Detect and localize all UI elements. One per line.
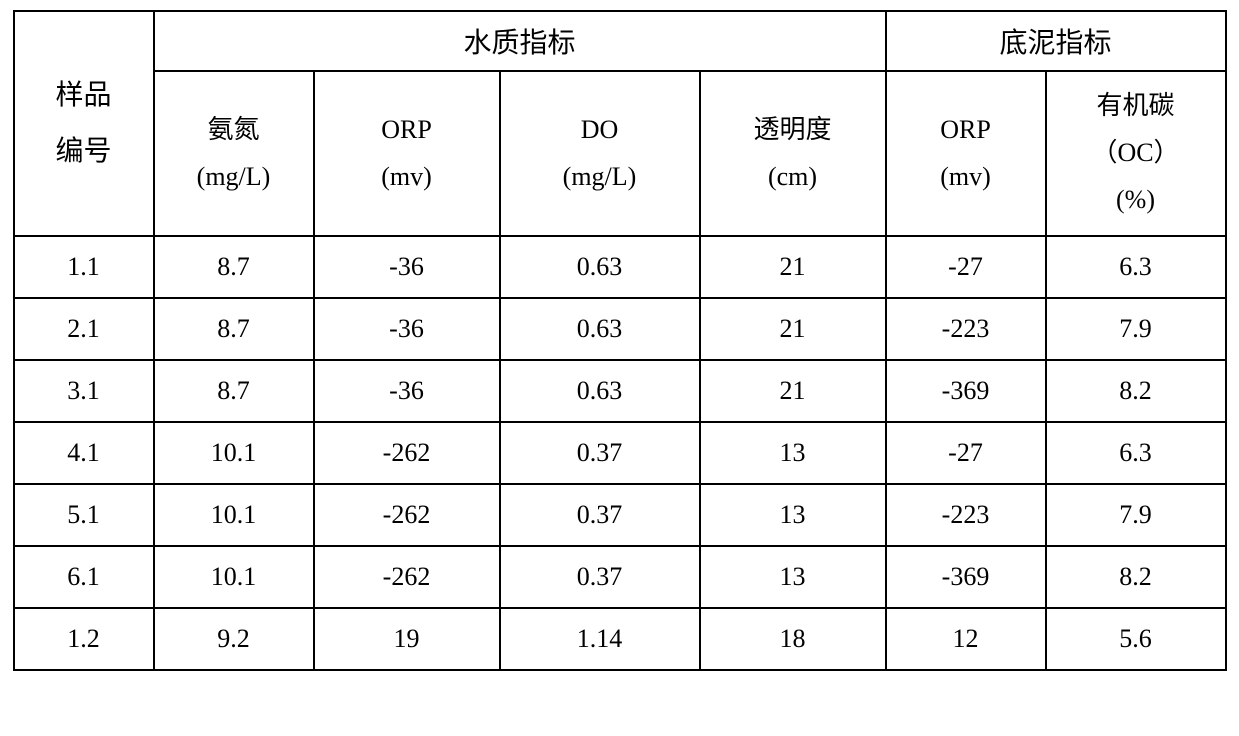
cell-orp-sediment: -369 xyxy=(886,360,1046,422)
col-header-oc: 有机碳 （OC） (%) xyxy=(1046,71,1226,236)
cell-nh3: 10.1 xyxy=(154,422,314,484)
nh3-unit: (mg/L) xyxy=(197,162,271,191)
orp-water-label: ORP xyxy=(381,115,432,144)
table-body: 1.18.7-360.6321-276.32.18.7-360.6321-223… xyxy=(14,236,1226,670)
cell-nh3: 8.7 xyxy=(154,236,314,298)
do-unit: (mg/L) xyxy=(563,162,637,191)
orp-sediment-label: ORP xyxy=(940,115,991,144)
cell-orp-water: -262 xyxy=(314,546,500,608)
cell-oc: 6.3 xyxy=(1046,236,1226,298)
col-group-sediment: 底泥指标 xyxy=(886,11,1226,71)
cell-nh3: 8.7 xyxy=(154,360,314,422)
cell-transparency: 13 xyxy=(700,422,886,484)
cell-nh3: 10.1 xyxy=(154,484,314,546)
cell-do: 1.14 xyxy=(500,608,700,670)
cell-orp-sediment: -369 xyxy=(886,546,1046,608)
col-header-sample-id: 样品 编号 xyxy=(14,11,154,236)
cell-nh3: 9.2 xyxy=(154,608,314,670)
col-header-orp-water: ORP (mv) xyxy=(314,71,500,236)
cell-oc: 6.3 xyxy=(1046,422,1226,484)
cell-orp-sediment: -223 xyxy=(886,298,1046,360)
cell-oc: 8.2 xyxy=(1046,360,1226,422)
col-group-water: 水质指标 xyxy=(154,11,886,71)
cell-transparency: 18 xyxy=(700,608,886,670)
cell-sample-id: 1.2 xyxy=(14,608,154,670)
cell-oc: 7.9 xyxy=(1046,298,1226,360)
oc-sublabel: （OC） xyxy=(1091,138,1179,167)
cell-orp-sediment: 12 xyxy=(886,608,1046,670)
col-header-orp-sediment: ORP (mv) xyxy=(886,71,1046,236)
cell-transparency: 21 xyxy=(700,236,886,298)
cell-transparency: 13 xyxy=(700,484,886,546)
cell-orp-sediment: -27 xyxy=(886,236,1046,298)
cell-orp-water: -262 xyxy=(314,484,500,546)
cell-orp-sediment: -223 xyxy=(886,484,1046,546)
cell-sample-id: 2.1 xyxy=(14,298,154,360)
cell-do: 0.63 xyxy=(500,298,700,360)
orp-water-unit: (mv) xyxy=(381,162,432,191)
cell-do: 0.63 xyxy=(500,236,700,298)
header-column-row: 氨氮 (mg/L) ORP (mv) DO (mg/L) 透明度 (cm) OR… xyxy=(14,71,1226,236)
table-row: 1.29.2191.1418125.6 xyxy=(14,608,1226,670)
orp-sediment-unit: (mv) xyxy=(940,162,991,191)
cell-nh3: 10.1 xyxy=(154,546,314,608)
cell-sample-id: 3.1 xyxy=(14,360,154,422)
cell-oc: 5.6 xyxy=(1046,608,1226,670)
cell-do: 0.37 xyxy=(500,484,700,546)
cell-sample-id: 5.1 xyxy=(14,484,154,546)
col-header-nh3: 氨氮 (mg/L) xyxy=(154,71,314,236)
cell-sample-id: 4.1 xyxy=(14,422,154,484)
header-group-row: 样品 编号 水质指标 底泥指标 xyxy=(14,11,1226,71)
oc-unit: (%) xyxy=(1116,185,1155,214)
cell-do: 0.63 xyxy=(500,360,700,422)
cell-sample-id: 1.1 xyxy=(14,236,154,298)
sample-id-label-1: 样品 xyxy=(55,80,111,111)
cell-sample-id: 6.1 xyxy=(14,546,154,608)
table-row: 2.18.7-360.6321-2237.9 xyxy=(14,298,1226,360)
table-row: 6.110.1-2620.3713-3698.2 xyxy=(14,546,1226,608)
table-row: 4.110.1-2620.3713-276.3 xyxy=(14,422,1226,484)
col-header-do: DO (mg/L) xyxy=(500,71,700,236)
cell-orp-water: 19 xyxy=(314,608,500,670)
table-row: 5.110.1-2620.3713-2237.9 xyxy=(14,484,1226,546)
data-table: 样品 编号 水质指标 底泥指标 氨氮 (mg/L) ORP (mv) DO (m… xyxy=(13,10,1227,671)
cell-orp-sediment: -27 xyxy=(886,422,1046,484)
cell-orp-water: -36 xyxy=(314,236,500,298)
cell-do: 0.37 xyxy=(500,546,700,608)
cell-transparency: 21 xyxy=(700,360,886,422)
cell-oc: 8.2 xyxy=(1046,546,1226,608)
cell-do: 0.37 xyxy=(500,422,700,484)
nh3-label: 氨氮 xyxy=(207,115,259,144)
table-row: 1.18.7-360.6321-276.3 xyxy=(14,236,1226,298)
cell-orp-water: -36 xyxy=(314,298,500,360)
sample-id-label-2: 编号 xyxy=(55,136,111,167)
transparency-unit: (cm) xyxy=(768,162,817,191)
do-label: DO xyxy=(581,115,619,144)
cell-oc: 7.9 xyxy=(1046,484,1226,546)
table-row: 3.18.7-360.6321-3698.2 xyxy=(14,360,1226,422)
cell-orp-water: -262 xyxy=(314,422,500,484)
cell-orp-water: -36 xyxy=(314,360,500,422)
transparency-label: 透明度 xyxy=(753,115,831,144)
cell-transparency: 21 xyxy=(700,298,886,360)
cell-nh3: 8.7 xyxy=(154,298,314,360)
cell-transparency: 13 xyxy=(700,546,886,608)
col-header-transparency: 透明度 (cm) xyxy=(700,71,886,236)
oc-label: 有机碳 xyxy=(1096,91,1174,120)
